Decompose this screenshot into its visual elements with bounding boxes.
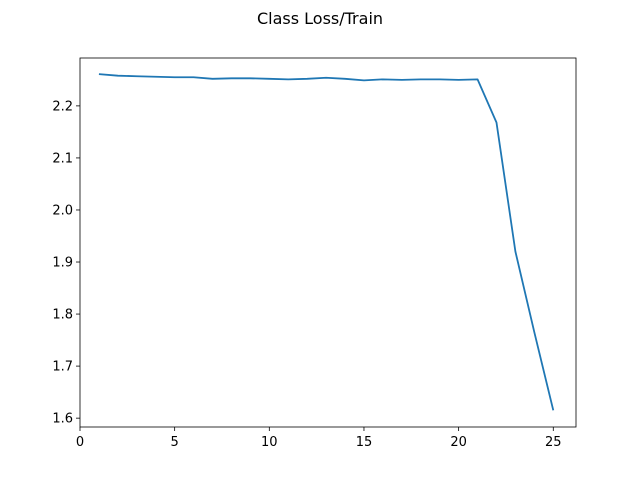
y-axis: 1.6 1.7 1.8 1.9 2.0 2.1 2.2	[52, 99, 80, 427]
y-tick-label: 1.6	[52, 412, 73, 427]
y-tick-label: 2.2	[52, 99, 73, 114]
series-line	[98, 73, 555, 411]
plot-area	[98, 73, 555, 411]
chart-title: Class Loss/Train	[257, 9, 383, 28]
axes-frame	[79, 57, 577, 428]
y-tick-label: 1.9	[52, 256, 73, 271]
x-tick-label: 10	[261, 435, 278, 450]
y-tick-label: 2.1	[52, 151, 73, 166]
x-axis: 0 5 10 15 20 25	[76, 427, 562, 450]
y-tick-label: 2.0	[52, 203, 73, 218]
x-tick-label: 5	[171, 435, 179, 450]
x-tick-label: 15	[356, 435, 373, 450]
x-tick-label: 25	[545, 435, 562, 450]
y-tick-label: 1.7	[52, 360, 73, 375]
x-tick-label: 20	[450, 435, 467, 450]
x-tick-label: 0	[76, 435, 84, 450]
y-tick-label: 1.8	[52, 308, 73, 323]
